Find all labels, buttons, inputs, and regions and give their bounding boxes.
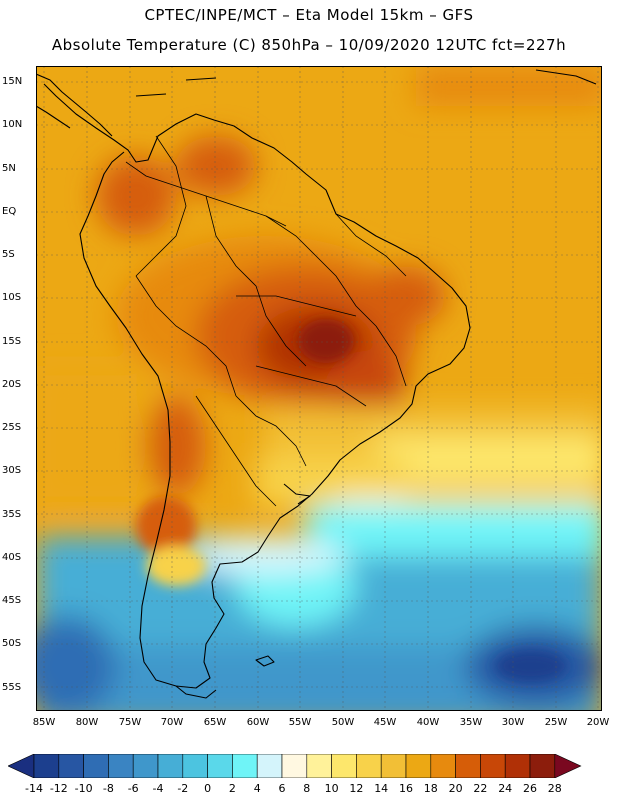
colorbar-swatch	[256, 754, 283, 778]
temperature-map	[36, 66, 602, 711]
colorbar-swatch	[504, 754, 531, 778]
lat-tick-label: 25S	[2, 422, 22, 433]
colorbar-swatch	[182, 754, 208, 778]
colorbar-tick-label: 20	[448, 782, 463, 795]
lat-tick-label: 30S	[2, 465, 22, 476]
colorbar-tick-label: 8	[303, 782, 311, 795]
lon-tick-label: 30W	[501, 717, 525, 728]
lat-tick-label: 35S	[2, 509, 22, 520]
lon-tick-label: 35W	[459, 717, 483, 728]
colorbar-tick-label: 6	[278, 782, 286, 795]
lon-tick-label: 65W	[203, 717, 227, 728]
colorbar-tick-label: 24	[498, 782, 513, 795]
colorbar-tick-label: 18	[423, 782, 438, 795]
colorbar-swatch	[455, 754, 481, 778]
colorbar	[8, 754, 582, 778]
colorbar-swatch	[405, 754, 432, 778]
colorbar-swatch	[480, 754, 506, 778]
colorbar-swatch	[331, 754, 357, 778]
colorbar-swatch	[132, 754, 159, 778]
lat-tick-label: 5N	[2, 163, 16, 174]
colorbar-swatch	[157, 754, 184, 778]
country-borders	[125, 135, 407, 507]
lon-tick-label: 55W	[288, 717, 312, 728]
colorbar-swatch	[33, 754, 60, 778]
lon-tick-label: 50W	[331, 717, 355, 728]
colorbar-swatch	[232, 754, 258, 778]
colorbar-swatch	[306, 754, 332, 778]
colorbar-tick-label: 26	[523, 782, 537, 795]
lat-tick-label: 5S	[2, 249, 15, 260]
lat-tick-label: 40S	[2, 552, 22, 563]
colorbar-tick-label: -10	[74, 782, 93, 795]
lat-tick-label: 15S	[2, 336, 22, 347]
colorbar-under-arrow	[8, 754, 35, 778]
lon-tick-label: 75W	[118, 717, 142, 728]
lon-tick-label: 25W	[544, 717, 568, 728]
colorbar-tick-label: -2	[177, 782, 189, 795]
colorbar-tick-label: -4	[152, 782, 164, 795]
lat-tick-label: EQ	[2, 206, 17, 217]
colorbar-tick-label: 22	[473, 782, 488, 795]
colorbar-tick-label: -14	[25, 782, 43, 795]
coastline	[36, 69, 597, 699]
colorbar-tick-label: -6	[127, 782, 139, 795]
colorbar-tick-label: 4	[253, 782, 261, 795]
lon-tick-label: 80W	[75, 717, 99, 728]
colorbar-tick-label: 10	[324, 782, 339, 795]
colorbar-tick-label: 2	[228, 782, 236, 795]
lat-tick-label: 50S	[2, 638, 22, 649]
lon-tick-label: 60W	[246, 717, 270, 728]
colorbar-swatch	[83, 754, 109, 778]
chart-title-line1: CPTEC/INPE/MCT – Eta Model 15km – GFS	[144, 6, 474, 24]
colorbar-swatch	[207, 754, 233, 778]
lon-tick-label: 40W	[416, 717, 440, 728]
colorbar-swatch	[108, 754, 134, 778]
graticule	[36, 66, 602, 711]
colorbar-swatch	[529, 754, 556, 778]
lat-tick-label: 20S	[2, 379, 22, 390]
colorbar-swatch	[380, 754, 407, 778]
colorbar-tick-label: 16	[399, 782, 413, 795]
colorbar-tick-label: 14	[374, 782, 389, 795]
colorbar-tick-label: 28	[547, 782, 562, 795]
colorbar-tick-label: -8	[102, 782, 114, 795]
lon-tick-label: 85W	[32, 717, 56, 728]
lat-tick-label: 15N	[2, 76, 23, 87]
chart-title-line2: Absolute Temperature (C) 850hPa – 10/09/…	[51, 36, 567, 54]
colorbar-swatch	[58, 754, 84, 778]
lon-tick-label: 70W	[160, 717, 184, 728]
lon-tick-label: 45W	[373, 717, 397, 728]
lat-tick-label: 55S	[2, 682, 22, 693]
colorbar-swatch	[281, 754, 308, 778]
colorbar-tick-label: 12	[349, 782, 364, 795]
colorbar-swatch	[430, 754, 456, 778]
colorbar-tick-label: 0	[204, 782, 212, 795]
colorbar-tick-label: -12	[49, 782, 68, 795]
lat-tick-label: 10S	[2, 292, 22, 303]
lat-tick-label: 10N	[2, 119, 23, 130]
lat-tick-label: 45S	[2, 595, 22, 606]
colorbar-over-arrow	[554, 754, 582, 778]
lon-tick-label: 20W	[586, 717, 610, 728]
colorbar-swatch	[356, 754, 382, 778]
